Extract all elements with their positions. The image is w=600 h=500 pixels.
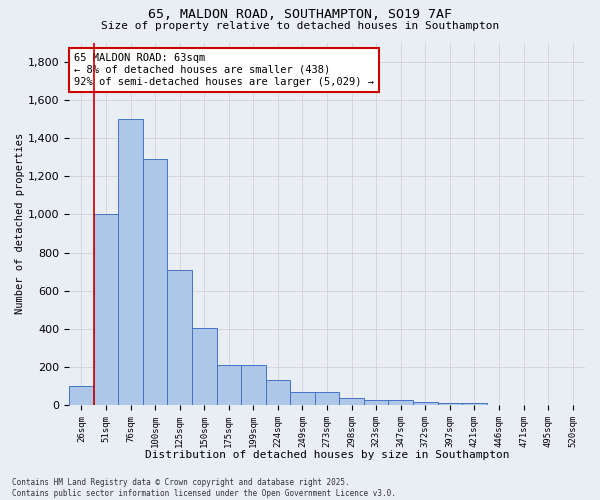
Bar <box>462 404 487 405</box>
Bar <box>413 402 437 405</box>
Bar <box>94 214 118 405</box>
Bar <box>364 400 388 405</box>
Bar <box>217 365 241 405</box>
Text: Contains HM Land Registry data © Crown copyright and database right 2025.
Contai: Contains HM Land Registry data © Crown c… <box>12 478 396 498</box>
Bar <box>143 159 167 405</box>
Bar <box>437 403 462 405</box>
Bar <box>290 392 315 405</box>
X-axis label: Distribution of detached houses by size in Southampton: Distribution of detached houses by size … <box>145 450 509 460</box>
Bar <box>69 386 94 405</box>
Bar <box>388 400 413 405</box>
Bar <box>192 328 217 405</box>
Bar <box>315 392 340 405</box>
Bar <box>167 270 192 405</box>
Bar <box>241 365 266 405</box>
Bar <box>118 119 143 405</box>
Text: 65, MALDON ROAD, SOUTHAMPTON, SO19 7AF: 65, MALDON ROAD, SOUTHAMPTON, SO19 7AF <box>148 8 452 20</box>
Bar <box>266 380 290 405</box>
Y-axis label: Number of detached properties: Number of detached properties <box>15 133 25 314</box>
Text: Size of property relative to detached houses in Southampton: Size of property relative to detached ho… <box>101 21 499 31</box>
Text: 65 MALDON ROAD: 63sqm
← 8% of detached houses are smaller (438)
92% of semi-deta: 65 MALDON ROAD: 63sqm ← 8% of detached h… <box>74 54 374 86</box>
Bar <box>340 398 364 405</box>
